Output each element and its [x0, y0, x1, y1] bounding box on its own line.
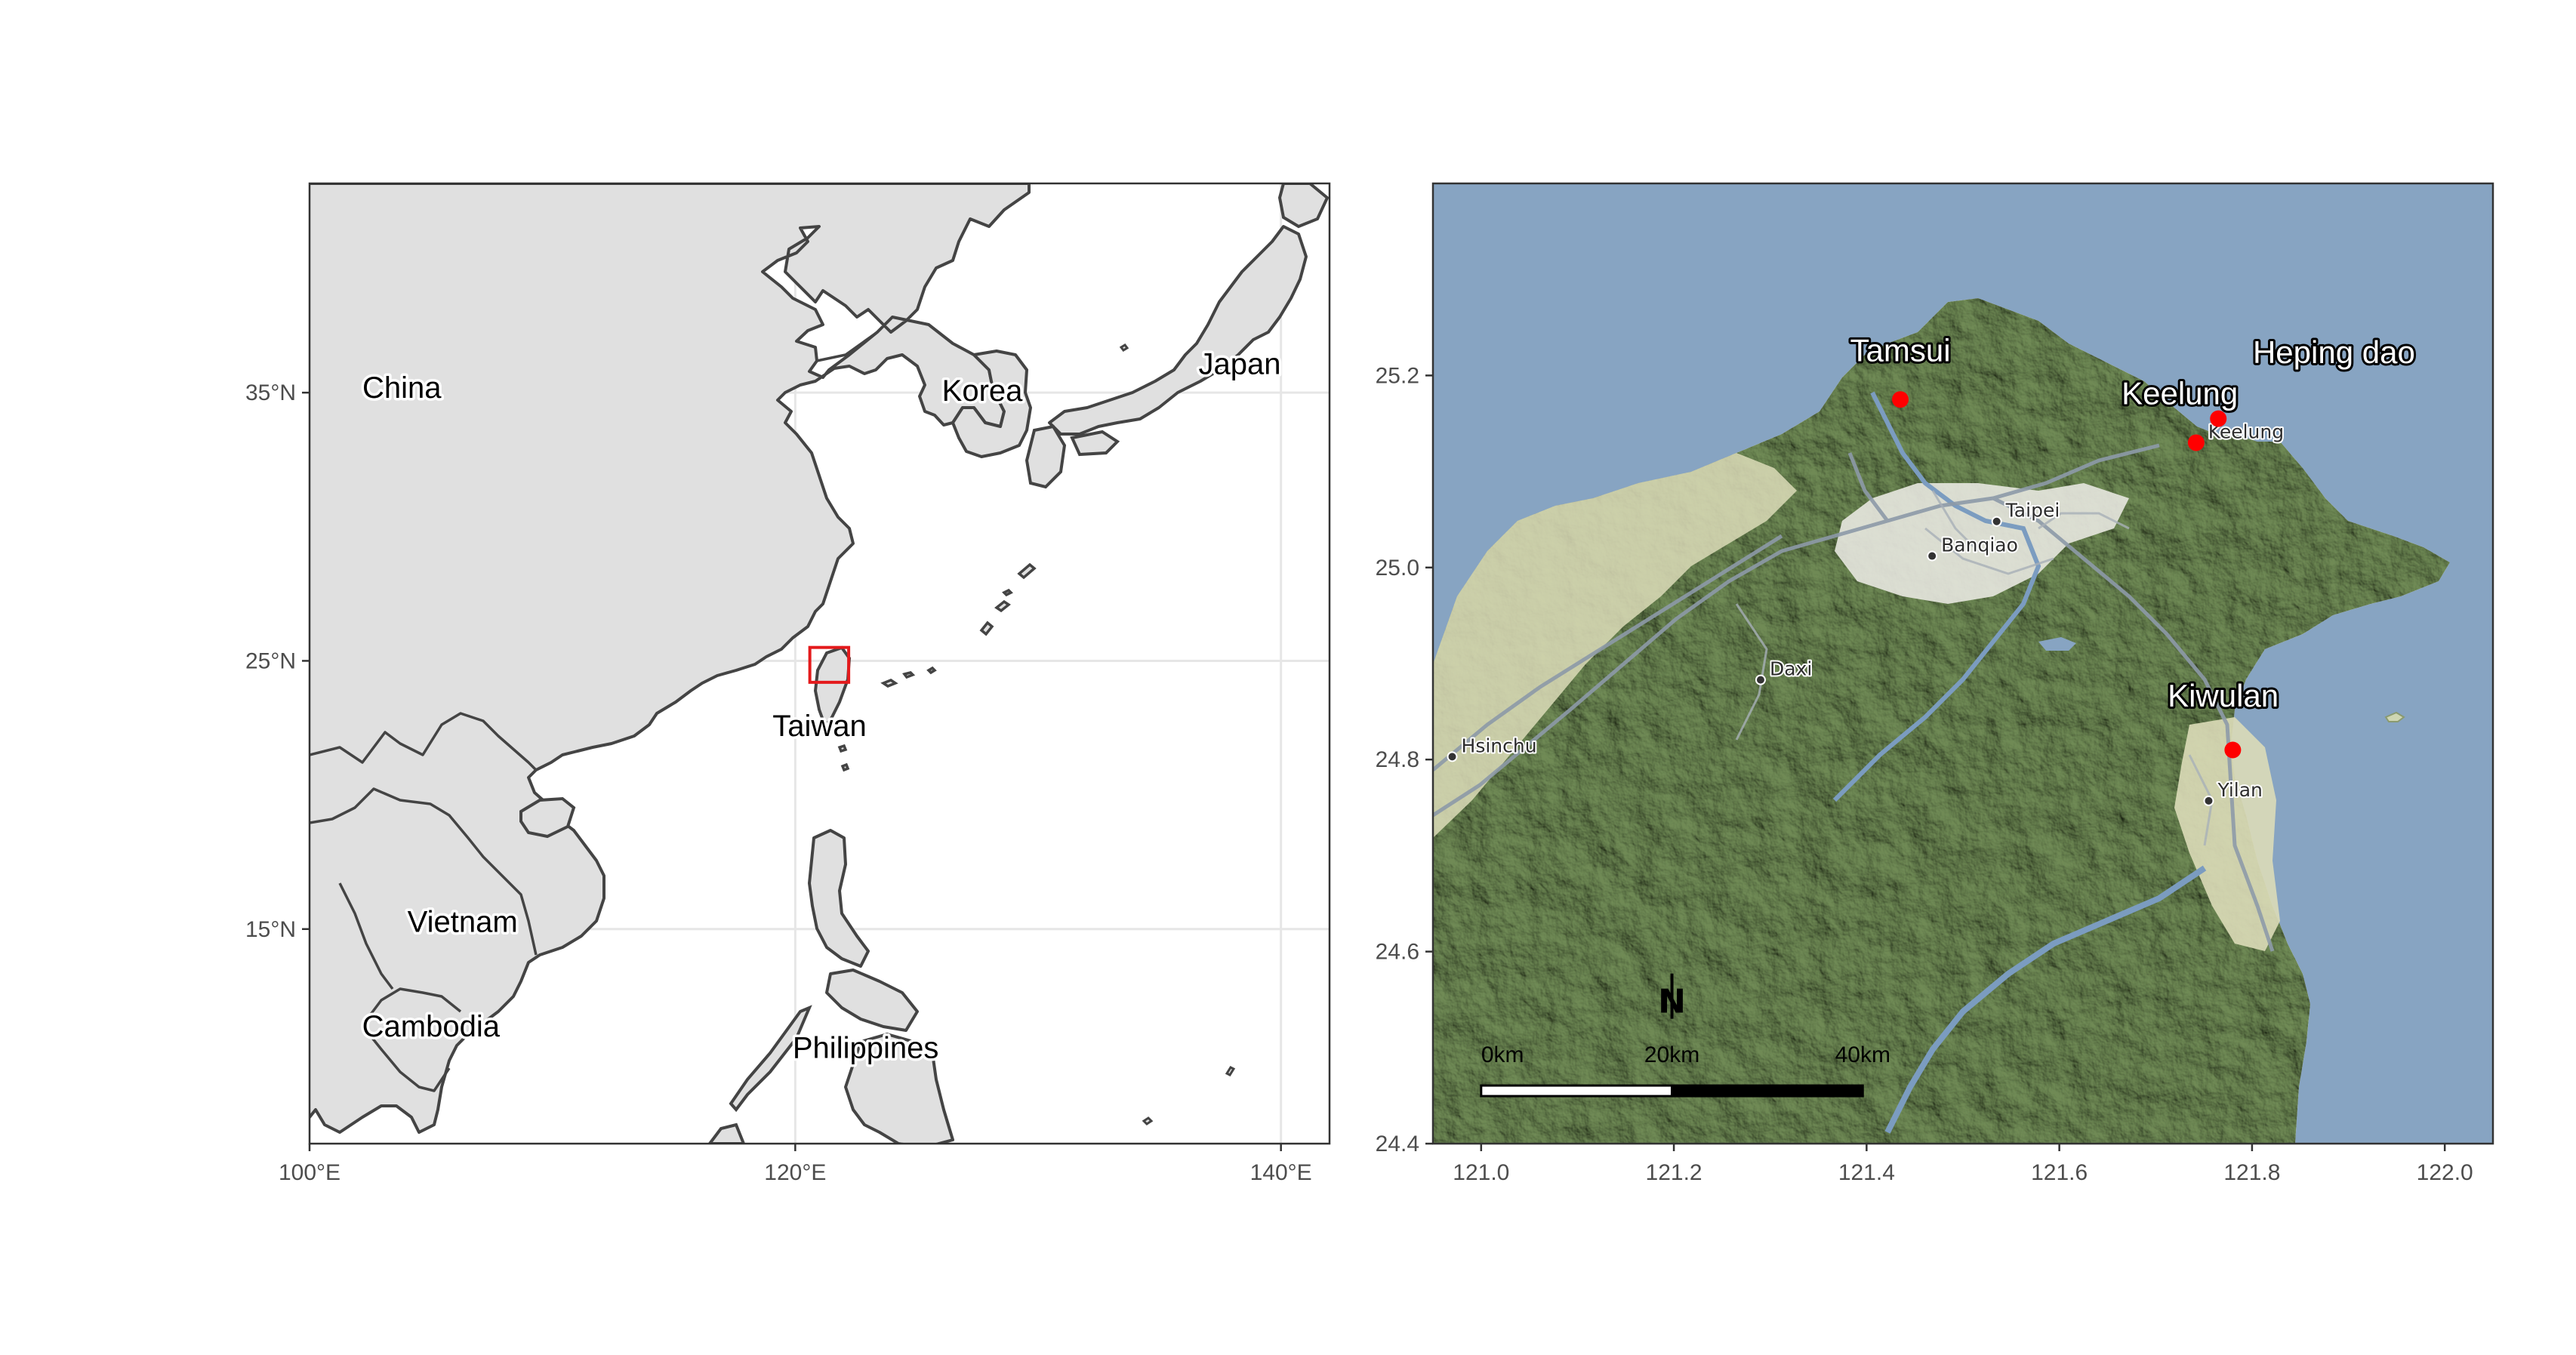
lanyang-river [1884, 865, 2207, 1134]
country-label-china: China [362, 371, 442, 405]
hainan-island [519, 796, 576, 839]
country-label-japan: Japan [1198, 347, 1280, 380]
guishan-island [2384, 711, 2405, 722]
archaeological-sites: Tamsui Keelung Heping dao Kiwulan [1848, 330, 2417, 759]
country-label-taiwan: Taiwan [772, 710, 867, 743]
city-label-taipei: Taipei [2005, 500, 2060, 522]
scale-bar-label: 20km [1644, 1042, 1699, 1067]
city-dot-banqiao [1927, 550, 1938, 562]
luzon-island [808, 829, 870, 968]
city-dot-daxi [1755, 674, 1766, 685]
scale-bar-label: 0km [1481, 1042, 1524, 1067]
visayas-islands [825, 969, 919, 1032]
mindanao-island [844, 1033, 954, 1144]
left-x-tick-label: 100°E [279, 1160, 340, 1185]
tamsui-river [1832, 391, 2041, 802]
right-y-tick-label: 24.8 [1376, 747, 1419, 772]
japan-shikoku [1070, 430, 1120, 457]
right-y-tick-label: 25.2 [1376, 363, 1419, 388]
western-lowland [1433, 453, 1797, 838]
study-area-box [808, 645, 851, 684]
right-axes: 121.0 121.2 121.4 121.6 121.8 122.0 25.2 25.0 24… [1376, 363, 2473, 1185]
right-x-tick-label: 121.8 [2223, 1160, 2280, 1185]
right-panel-border [1431, 182, 2494, 1145]
site-marker-tamsui [1892, 391, 1909, 408]
korean-peninsula [951, 350, 1032, 458]
north-arrow-letter: N [1658, 983, 1686, 1021]
mainland-asia-landmass [310, 183, 1031, 1134]
site-label-keelung: Keelung [2122, 376, 2238, 411]
site-label-kiwulan: Kiwulan [2168, 678, 2279, 713]
road-network [1433, 443, 2275, 952]
right-y-tick-label: 24.6 [1376, 940, 1419, 965]
city-label-banqiao: Banqiao [1941, 534, 2018, 556]
left-x-tick-label: 120°E [764, 1160, 826, 1185]
scale-bar-black-segment [1671, 1084, 1864, 1098]
left-axes: 100°E 120°E 140°E 35°N 25°N 15°N [245, 380, 1312, 1185]
right-x-tick-label: 121.0 [1453, 1160, 1509, 1185]
site-marker-kiwulan [2224, 741, 2242, 759]
north-arrow: N [1658, 973, 1686, 1021]
right-x-tick-label: 121.4 [1838, 1160, 1895, 1185]
country-labels: China Korea Japan Taiwan Vietnam Cambodia Phil… [359, 345, 1283, 1067]
minor-roads [1735, 490, 2214, 846]
city-label-daxi: Daxi [1770, 658, 1812, 680]
regional-map-panel: China Korea Japan Taiwan Vietnam Cambodia Phil… [245, 182, 1331, 1185]
scale-bar-white-segment [1480, 1084, 1674, 1098]
scale-bar-label: 40km [1835, 1042, 1890, 1067]
country-label-cambodia: Cambodia [362, 1010, 501, 1043]
japan-kyushu [1025, 424, 1067, 489]
country-label-philippines: Philippines [793, 1031, 938, 1064]
city-label-hsinchu: Hsinchu [1462, 734, 1537, 756]
palawan-island [729, 1005, 812, 1113]
left-panel-border [308, 182, 1331, 1145]
left-x-tick-label: 140°E [1250, 1160, 1312, 1185]
site-label-heping-dao: Heping dao [2253, 334, 2415, 370]
site-marker-heping-dao [2210, 410, 2227, 427]
city-label-yilan: Yilan [2217, 779, 2262, 801]
japan-hokkaido [1277, 183, 1330, 229]
japan-honshu [1048, 225, 1308, 436]
country-label-vietnam: Vietnam [408, 905, 518, 938]
city-dot-hsinchu [1447, 751, 1458, 762]
right-x-tick-label: 122.0 [2417, 1160, 2473, 1185]
ryukyu-islands [837, 562, 1037, 772]
left-y-tick-label: 35°N [245, 380, 296, 405]
right-y-tick-label: 25.0 [1376, 556, 1419, 580]
country-label-korea: Korea [942, 374, 1023, 408]
right-y-tick-label: 24.4 [1376, 1132, 1419, 1156]
left-y-tick-label: 15°N [245, 917, 296, 942]
borneo-coast [707, 1122, 746, 1144]
site-marker-keelung [2187, 434, 2205, 451]
taiwan-island [813, 645, 852, 730]
small-islands [1119, 343, 1268, 1126]
site-label-tamsui: Tamsui [1850, 332, 1951, 368]
left-y-tick-label: 25°N [245, 648, 296, 673]
left-internal-borders [310, 331, 879, 1092]
right-x-tick-label: 121.6 [2031, 1160, 2088, 1185]
city-dot-yilan [2203, 795, 2214, 806]
study-area-map-panel: Taipei Keelung Banqiao Daxi Hsinchu Yilan Tam… [1376, 182, 2494, 1185]
reservoir [2038, 637, 2076, 651]
city-dot-taipei [1991, 516, 2002, 527]
right-x-tick-label: 121.2 [1646, 1160, 1702, 1185]
scale-bar: 0km 20km 40km [1480, 1042, 1890, 1098]
